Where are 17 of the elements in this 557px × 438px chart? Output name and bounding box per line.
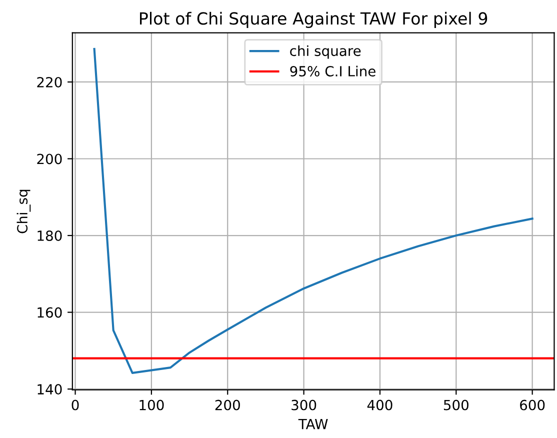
- y-tick-label: 140: [38, 384, 62, 395]
- x-axis-title: TAW: [298, 418, 328, 430]
- chart-title: Plot of Chi Square Against TAW For pixel 9: [140, 12, 488, 28]
- y-tick-label: 220: [37, 76, 62, 88]
- x-tick-label: 600: [520, 400, 545, 410]
- x-tick-label: 0: [72, 400, 79, 410]
- y-tick-label: 180: [38, 230, 62, 241]
- y-axis-title: Chi_sq: [16, 190, 31, 234]
- legend-label: 95% C.I Line: [290, 66, 376, 76]
- x-tick-label: 400: [367, 400, 392, 410]
- x-tick-label: 300: [292, 400, 316, 410]
- legend-label: chi square: [290, 45, 361, 59]
- y-tick-label: 200: [37, 154, 62, 164]
- x-tick-label: 500: [444, 400, 468, 410]
- x-tick-label: 100: [140, 400, 164, 410]
- x-tick-label: 200: [215, 400, 240, 410]
- y-tick-label: 160: [38, 307, 62, 318]
